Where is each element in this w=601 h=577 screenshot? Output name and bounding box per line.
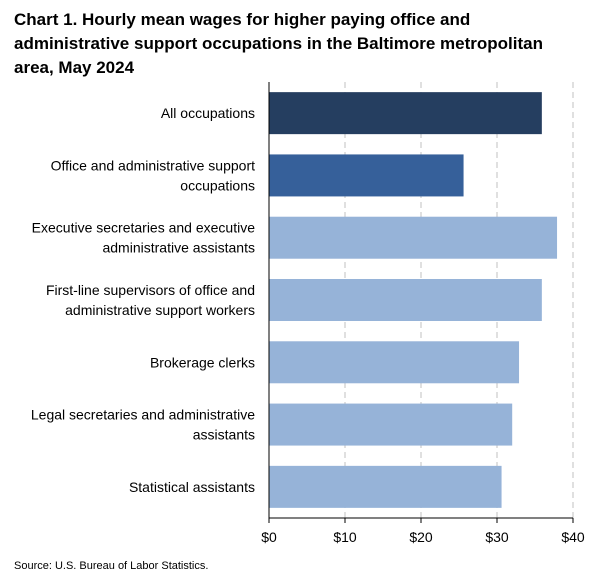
bar-4 bbox=[269, 341, 520, 384]
category-label-3-0: First-line supervisors of office and bbox=[46, 282, 255, 298]
bar-5 bbox=[269, 403, 513, 446]
category-label-4-0: Brokerage clerks bbox=[150, 354, 255, 370]
category-label-5-0: Legal secretaries and administrative bbox=[31, 407, 255, 423]
bar-6 bbox=[269, 465, 502, 508]
x-tick-label-0: $0 bbox=[261, 529, 277, 545]
bar-0 bbox=[269, 92, 542, 135]
category-label-2-1: administrative assistants bbox=[102, 240, 255, 256]
bar-3 bbox=[269, 279, 542, 321]
category-label-1-1: occupations bbox=[180, 177, 255, 193]
chart-title-line-2: administrative support occupations in th… bbox=[14, 34, 543, 53]
category-label-0-0: All occupations bbox=[161, 105, 255, 121]
bar-1 bbox=[269, 154, 464, 197]
chart-title-line-3: area, May 2024 bbox=[14, 58, 135, 77]
chart-title-line-1: Chart 1. Hourly mean wages for higher pa… bbox=[14, 10, 471, 29]
category-label-2-0: Executive secretaries and executive bbox=[32, 220, 256, 236]
bar-2 bbox=[269, 216, 558, 259]
category-label-6-0: Statistical assistants bbox=[129, 479, 255, 495]
category-label-3-1: administrative support workers bbox=[65, 302, 255, 318]
x-tick-label-1: $10 bbox=[333, 529, 357, 545]
x-tick-label-2: $20 bbox=[409, 529, 433, 545]
x-tick-label-4: $40 bbox=[561, 529, 585, 545]
category-label-5-1: assistants bbox=[193, 427, 255, 443]
chart-title: Chart 1. Hourly mean wages for higher pa… bbox=[14, 8, 589, 80]
category-label-1-0: Office and administrative support bbox=[51, 157, 256, 173]
x-tick-label-3: $30 bbox=[485, 529, 509, 545]
source-note: Source: U.S. Bureau of Labor Statistics. bbox=[14, 560, 209, 572]
